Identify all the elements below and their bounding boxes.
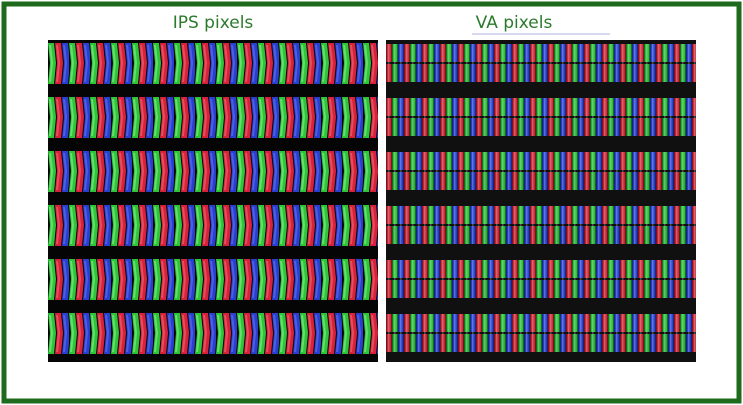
va-image	[386, 40, 696, 362]
ips-image	[48, 40, 378, 362]
ips-label: IPS pixels	[173, 13, 254, 33]
va-label: VA pixels	[476, 13, 553, 33]
